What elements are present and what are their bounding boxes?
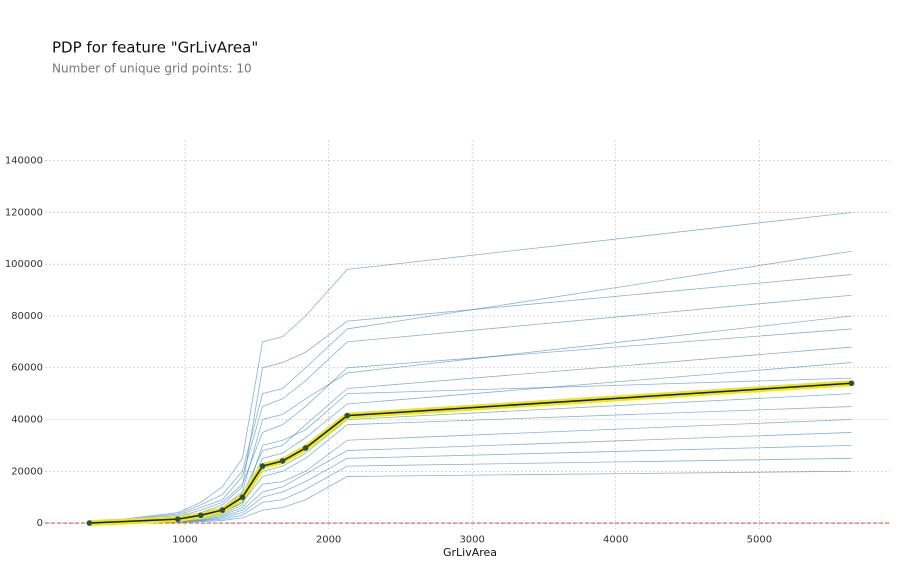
y-tick-label: 20000: [11, 466, 43, 477]
ice-line: [89, 432, 852, 524]
x-tick-label: 5000: [747, 535, 772, 546]
pdp-point: [259, 463, 266, 469]
y-tick-label: 80000: [11, 311, 43, 322]
pdp-point: [302, 445, 309, 451]
pdp-point: [344, 412, 351, 419]
ice-line: [89, 274, 852, 524]
ice-line: [89, 457, 852, 524]
y-tick-label: 120000: [5, 207, 43, 218]
x-tick-label: 1000: [172, 535, 197, 546]
y-tick-label: 60000: [11, 363, 43, 374]
y-tick-label: 100000: [5, 259, 43, 270]
pdp-point: [848, 380, 855, 387]
x-tick-label: 2000: [316, 535, 341, 546]
pdp-band: [89, 380, 852, 527]
chart-title: PDP for feature "GrLivArea": [52, 39, 258, 57]
pdp-point: [175, 516, 181, 522]
pdp-point: [279, 458, 286, 464]
ice-line: [89, 250, 852, 524]
ice-line: [89, 328, 852, 524]
ice-line: [89, 362, 852, 524]
chart-subtitle: Number of unique grid points: 10: [52, 62, 252, 76]
y-tick-label: 0: [37, 518, 43, 529]
pdp-line: [89, 382, 852, 524]
pdp-point: [219, 507, 226, 513]
y-tick-label: 140000: [5, 156, 43, 167]
x-tick-label: 3000: [459, 535, 484, 546]
pdp-point: [239, 494, 246, 500]
ice-line: [89, 212, 852, 524]
y-tick-label: 40000: [11, 415, 43, 426]
ice-line: [89, 470, 852, 524]
ice-line: [89, 294, 852, 524]
pdp-point: [197, 512, 204, 519]
x-axis-label: GrLivArea: [443, 546, 497, 559]
x-tick-label: 4000: [603, 535, 628, 546]
pdp-point: [86, 520, 93, 526]
